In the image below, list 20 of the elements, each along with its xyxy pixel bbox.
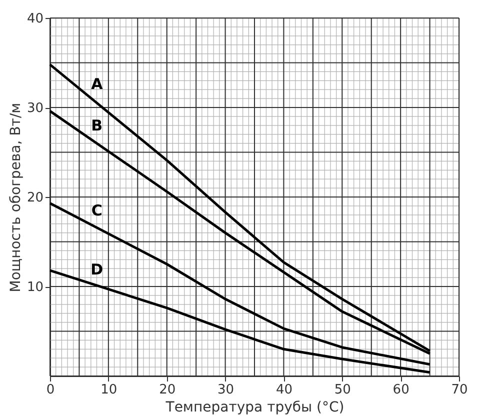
x-tick-label: 40: [276, 382, 292, 398]
line-series: [48, 63, 432, 352]
x-tick-label: 20: [159, 382, 176, 398]
x-tick-label: 70: [451, 382, 468, 398]
x-tick-label: 50: [334, 382, 351, 398]
series-label: B: [91, 116, 103, 134]
series-label: C: [91, 202, 102, 220]
x-axis-title: Температура трубы (°C): [164, 400, 344, 416]
y-tick-label: 10: [26, 280, 44, 295]
line-series: [48, 202, 432, 366]
y-axis-title: Мощность обогрева, Вт/м: [8, 102, 24, 292]
x-tick-label: 30: [218, 382, 234, 398]
series-label: D: [90, 260, 104, 279]
x-tick-label: 10: [100, 382, 118, 398]
y-tick-label: 20: [26, 190, 44, 206]
y-tick-label: 40: [26, 12, 44, 26]
x-tick-label: 0: [46, 382, 55, 398]
y-tick-label: 30: [26, 101, 44, 116]
series-label: A: [91, 75, 104, 94]
x-tick-label: 60: [392, 382, 410, 398]
